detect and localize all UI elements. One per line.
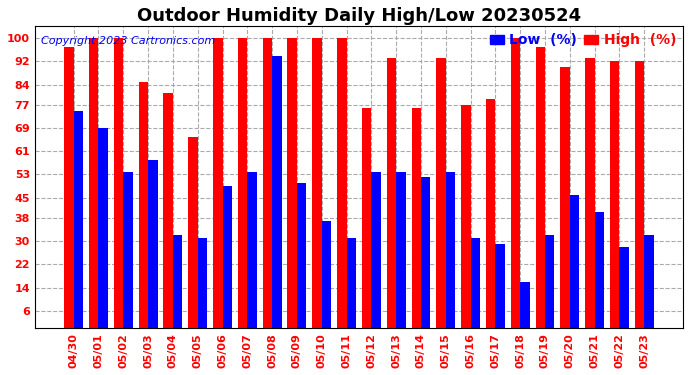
Bar: [610, 61, 620, 328]
Bar: [322, 221, 331, 328]
Bar: [386, 58, 396, 328]
Bar: [288, 38, 297, 328]
Bar: [238, 38, 247, 328]
Bar: [585, 58, 595, 328]
Bar: [99, 128, 108, 328]
Bar: [396, 171, 406, 328]
Legend: Low  (%), High  (%): Low (%), High (%): [490, 33, 676, 48]
Bar: [620, 247, 629, 328]
Bar: [411, 108, 421, 328]
Bar: [635, 61, 644, 328]
Bar: [297, 183, 306, 328]
Bar: [644, 236, 653, 328]
Bar: [64, 47, 74, 328]
Bar: [148, 160, 157, 328]
Bar: [139, 82, 148, 328]
Bar: [595, 212, 604, 328]
Bar: [124, 171, 132, 328]
Bar: [164, 93, 173, 328]
Bar: [471, 238, 480, 328]
Bar: [560, 67, 570, 328]
Bar: [436, 58, 446, 328]
Bar: [570, 195, 579, 328]
Bar: [89, 38, 99, 328]
Bar: [74, 111, 83, 328]
Bar: [272, 56, 282, 328]
Bar: [222, 186, 232, 328]
Bar: [421, 177, 431, 328]
Bar: [511, 38, 520, 328]
Bar: [535, 47, 545, 328]
Bar: [371, 171, 381, 328]
Bar: [247, 171, 257, 328]
Bar: [337, 38, 346, 328]
Bar: [114, 38, 124, 328]
Bar: [173, 236, 182, 328]
Bar: [263, 38, 272, 328]
Bar: [486, 99, 495, 328]
Bar: [198, 238, 207, 328]
Bar: [520, 282, 529, 328]
Bar: [313, 38, 322, 328]
Bar: [346, 238, 356, 328]
Bar: [213, 38, 222, 328]
Bar: [446, 171, 455, 328]
Bar: [188, 137, 198, 328]
Bar: [461, 105, 471, 328]
Text: Copyright 2023 Cartronics.com: Copyright 2023 Cartronics.com: [41, 36, 215, 45]
Bar: [362, 108, 371, 328]
Bar: [545, 236, 554, 328]
Bar: [495, 244, 505, 328]
Title: Outdoor Humidity Daily High/Low 20230524: Outdoor Humidity Daily High/Low 20230524: [137, 7, 581, 25]
